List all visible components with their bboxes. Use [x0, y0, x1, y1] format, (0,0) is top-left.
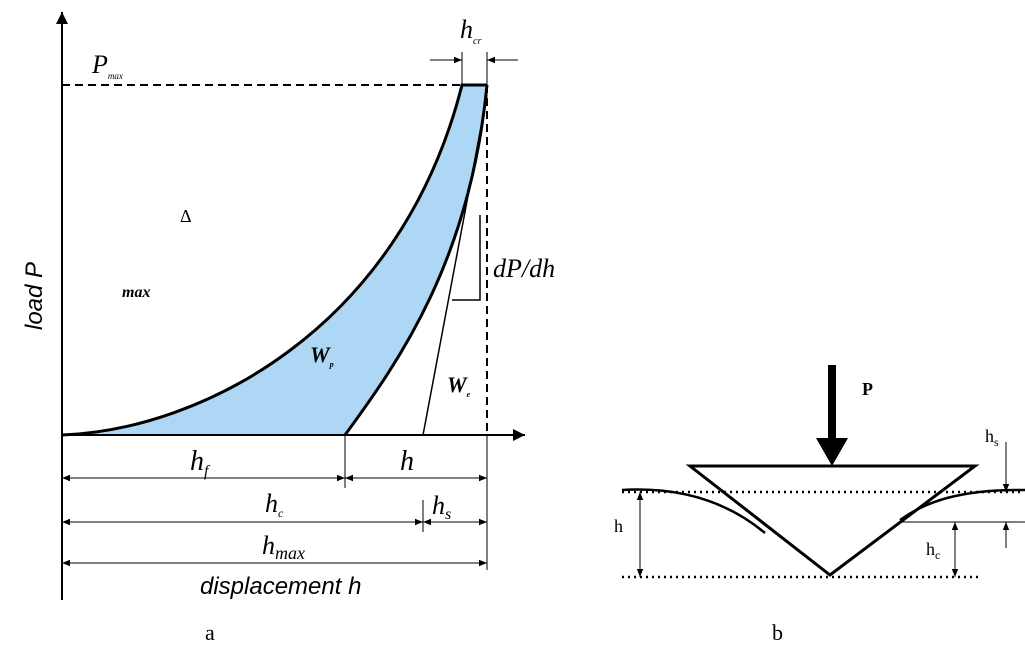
force-arrowhead [816, 438, 848, 466]
y-axis-label: load P [21, 262, 48, 330]
hs-label: hs [432, 491, 451, 523]
h-label: h [400, 446, 414, 477]
panel-caption: a [205, 620, 215, 645]
figure: Pmax hcr Δ max dP/dh Wp We hf h hc hs hm… [0, 0, 1025, 646]
slope-label: dP/dh [493, 254, 555, 283]
label-sub: s [445, 506, 451, 523]
pmax-label: Pmax [91, 50, 123, 81]
label-sub: p [329, 360, 334, 369]
we-label: We [447, 372, 471, 399]
label-main: h [985, 426, 994, 446]
label-sub: max [108, 71, 123, 81]
label-sub: s [994, 435, 999, 449]
hs-label: hs [985, 426, 999, 449]
label-sub: c [935, 548, 940, 562]
label-sub: f [204, 463, 211, 480]
label-main: W [310, 342, 331, 367]
panel-a: Pmax hcr Δ max dP/dh Wp We hf h hc hs hm… [21, 12, 555, 645]
panel-caption: b [772, 620, 783, 645]
max-label: max [122, 284, 150, 301]
hcr-label: hcr [460, 15, 481, 47]
panel-b: P hs h hc b [614, 365, 1025, 645]
label-main: h [460, 15, 473, 44]
label-sub: c [278, 506, 284, 520]
hc-label: hc [926, 539, 940, 562]
force-label: P [862, 379, 873, 399]
x-axis-label: displacement h [200, 573, 361, 600]
label-main: h [190, 446, 204, 477]
h-label: h [614, 516, 623, 536]
hc-label: hc [265, 489, 284, 520]
label-main: h [926, 539, 935, 559]
hysteresis-area [62, 85, 487, 435]
label-main: h [432, 491, 445, 520]
label-main: W [447, 372, 468, 397]
label-main: h [265, 489, 278, 518]
label-main: P [91, 50, 108, 79]
label-sub: max [275, 543, 305, 563]
delta-label: Δ [180, 206, 192, 226]
deformed-surface [622, 490, 765, 533]
hf-label: hf [190, 446, 211, 480]
label-sub: cr [473, 36, 481, 47]
label-main: h [262, 531, 275, 560]
deformed-surface [900, 490, 1025, 520]
label-sub: e [467, 390, 471, 399]
hmax-label: hmax [262, 531, 305, 563]
